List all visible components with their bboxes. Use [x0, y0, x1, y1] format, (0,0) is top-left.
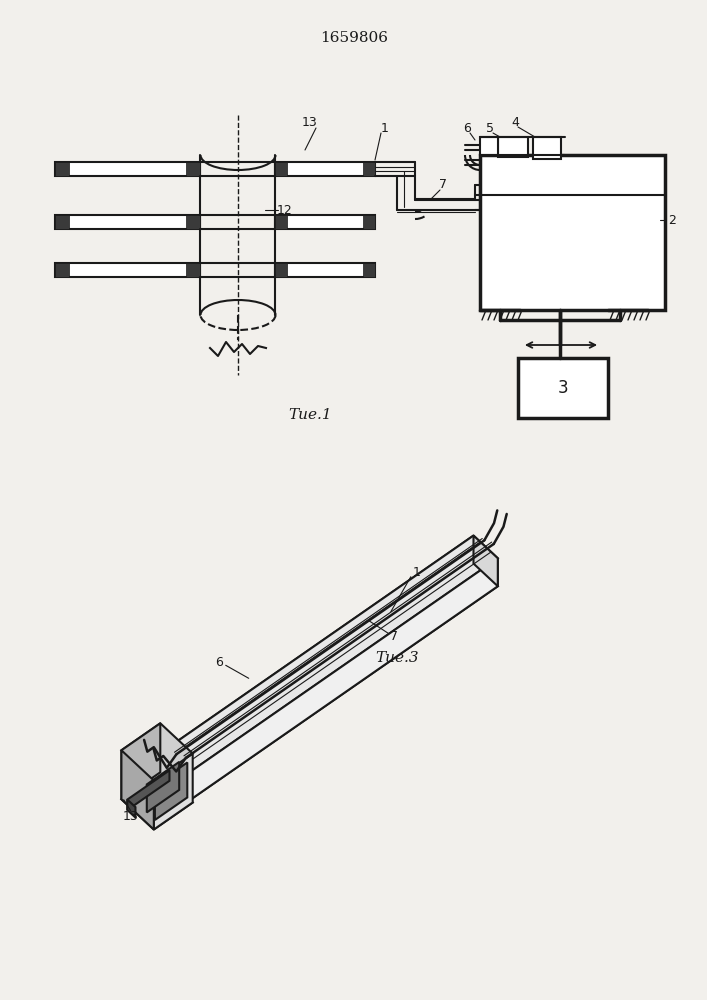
- Text: 5: 5: [486, 121, 494, 134]
- Bar: [186, 263, 200, 277]
- Text: 7: 7: [439, 178, 447, 192]
- Polygon shape: [122, 723, 193, 781]
- Polygon shape: [165, 536, 474, 777]
- Text: 13: 13: [302, 116, 318, 129]
- Bar: [55, 215, 69, 229]
- Polygon shape: [127, 770, 170, 810]
- Bar: [55, 263, 200, 277]
- Text: 3: 3: [558, 379, 568, 397]
- Text: 6: 6: [463, 121, 471, 134]
- Text: 4: 4: [511, 115, 519, 128]
- Bar: [480, 155, 665, 310]
- Bar: [186, 215, 200, 229]
- Text: Τие.3: Τие.3: [375, 651, 419, 665]
- Text: 7: 7: [390, 630, 399, 643]
- Bar: [363, 215, 375, 229]
- Bar: [275, 162, 375, 176]
- Bar: [275, 215, 287, 229]
- Polygon shape: [165, 564, 498, 800]
- Text: 6: 6: [215, 656, 223, 669]
- Text: 1: 1: [381, 121, 389, 134]
- Text: 1: 1: [413, 566, 421, 579]
- Polygon shape: [122, 772, 193, 830]
- Text: Τие.1: Τие.1: [288, 408, 332, 422]
- Text: 12: 12: [277, 204, 293, 217]
- Bar: [275, 162, 287, 176]
- Polygon shape: [165, 536, 498, 772]
- Polygon shape: [154, 754, 193, 830]
- Polygon shape: [147, 762, 179, 812]
- Polygon shape: [127, 800, 136, 818]
- Bar: [186, 162, 200, 176]
- Bar: [480, 137, 498, 155]
- Bar: [55, 162, 69, 176]
- Bar: [363, 263, 375, 277]
- Polygon shape: [122, 750, 154, 830]
- Polygon shape: [165, 749, 190, 800]
- Text: 13: 13: [123, 810, 139, 823]
- Bar: [518, 358, 608, 418]
- Bar: [275, 215, 375, 229]
- Bar: [55, 263, 69, 277]
- Bar: [533, 137, 561, 159]
- Polygon shape: [155, 762, 187, 820]
- Bar: [55, 215, 200, 229]
- Text: 1659806: 1659806: [320, 31, 388, 45]
- Bar: [498, 137, 528, 157]
- Bar: [55, 162, 200, 176]
- Bar: [363, 162, 375, 176]
- Bar: [275, 263, 287, 277]
- Polygon shape: [190, 558, 498, 800]
- Polygon shape: [474, 536, 498, 586]
- Polygon shape: [122, 723, 160, 799]
- Bar: [275, 263, 375, 277]
- Text: 2: 2: [668, 214, 676, 227]
